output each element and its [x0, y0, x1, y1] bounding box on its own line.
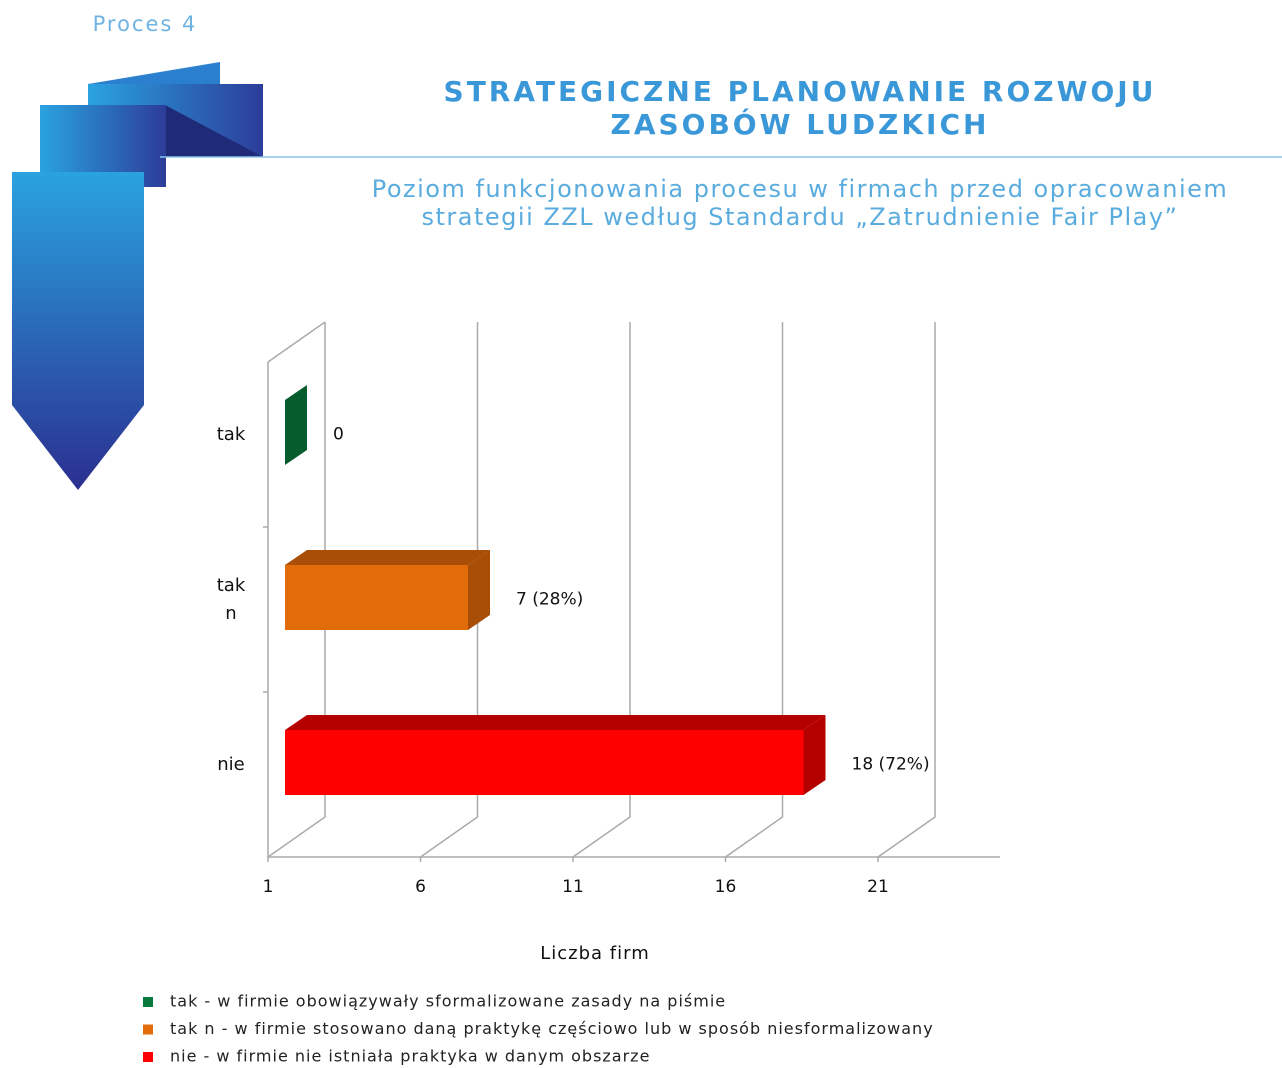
- legend-label: tak - w firmie obowiązywały sformalizowa…: [170, 992, 726, 1011]
- grid-line: [572, 322, 631, 858]
- wall-edge: [267, 321, 326, 363]
- bar-side: [803, 715, 826, 795]
- grid-line: [267, 322, 326, 858]
- legend-label: tak n - w firmie stosowano daną praktykę…: [170, 1019, 934, 1038]
- legend-label: nie - w firmie nie istniała praktyka w d…: [170, 1047, 650, 1066]
- grid-line: [420, 322, 479, 858]
- section-label: Proces 4: [93, 12, 198, 36]
- bar-top: [285, 550, 490, 565]
- x-tick-label: 1: [263, 877, 274, 897]
- ribbon-decoration: [12, 62, 263, 490]
- bar-top: [285, 715, 826, 730]
- legend-swatch: [143, 1052, 153, 1062]
- bar: [285, 565, 468, 630]
- x-axis-label: Liczba firm: [540, 943, 650, 964]
- data-label: 7 (28%): [516, 590, 583, 610]
- bar-side: [285, 385, 307, 465]
- bar-side: [468, 550, 490, 630]
- data-label: 18 (72%): [852, 755, 930, 775]
- chart-subtitle: Poziom funkcjonowania procesu w firmach …: [372, 175, 1229, 203]
- legend-swatch: [143, 1024, 153, 1035]
- y-tick-label: tak: [216, 423, 246, 445]
- chart-title: ZASOBÓW LUDZKICH: [611, 107, 990, 141]
- bar: [285, 730, 804, 795]
- x-tick-label: 11: [562, 877, 584, 897]
- y-tick-label: nie: [217, 753, 245, 775]
- chart-subtitle: strategii ZZL według Standardu „Zatrudni…: [422, 203, 1179, 231]
- grid-line: [877, 322, 936, 858]
- y-tick-label: tak n: [216, 574, 246, 624]
- x-tick-label: 21: [867, 877, 889, 897]
- x-tick-label: 16: [715, 877, 737, 897]
- grid-line: [725, 322, 784, 858]
- legend-swatch: [143, 997, 153, 1007]
- chart-title: STRATEGICZNE PLANOWANIE ROZWOJU: [444, 75, 1157, 108]
- x-tick-label: 6: [415, 877, 426, 897]
- data-label: 0: [333, 425, 344, 445]
